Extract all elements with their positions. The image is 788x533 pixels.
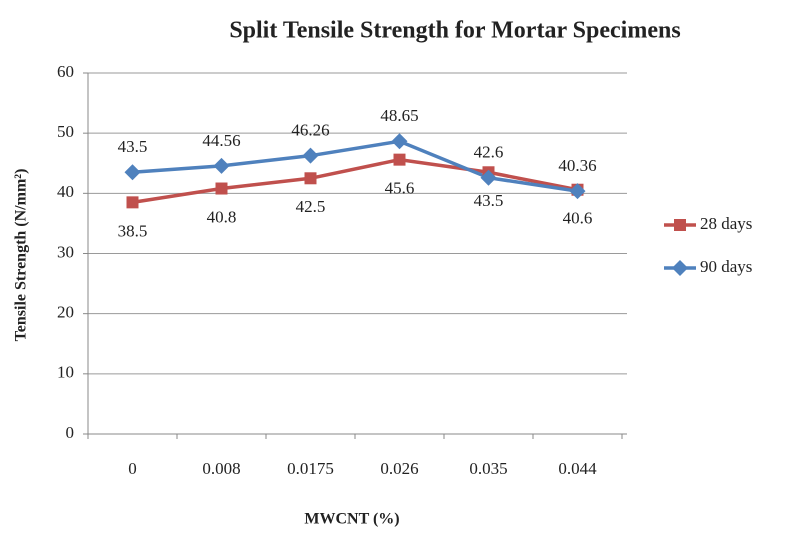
x-axis-title: MWCNT (%) [304, 511, 399, 528]
data-point [569, 183, 586, 200]
y-tick-label: 0 [66, 423, 75, 442]
y-tick-label: 40 [57, 182, 74, 201]
x-tick-label: 0.026 [380, 459, 418, 478]
y-tick-label: 10 [57, 363, 74, 382]
data-point [480, 169, 497, 186]
chart-title: Split Tensile Strength for Mortar Specim… [229, 18, 680, 44]
y-tick-label: 60 [57, 62, 74, 81]
data-point [304, 172, 317, 185]
data-label: 43.5 [474, 191, 504, 210]
legend-label: 90 days [700, 257, 752, 276]
data-label: 38.5 [118, 221, 148, 240]
legend-label: 28 days [700, 214, 752, 233]
data-point [215, 182, 228, 195]
data-label: 40.6 [563, 209, 593, 228]
data-point [393, 153, 406, 166]
data-point [124, 164, 141, 181]
x-tick-label: 0 [128, 459, 137, 478]
data-point [391, 133, 408, 150]
data-label: 40.36 [558, 156, 596, 175]
x-tick-label: 0.035 [469, 459, 507, 478]
y-tick-label: 50 [57, 122, 74, 141]
data-label: 44.56 [202, 131, 240, 150]
data-label: 46.26 [291, 121, 329, 140]
data-label: 45.6 [385, 179, 415, 198]
data-label: 42.5 [296, 197, 326, 216]
data-point [126, 196, 139, 209]
x-tick-label: 0.008 [202, 459, 240, 478]
data-point [302, 147, 319, 164]
legend-marker [672, 260, 688, 276]
series-line [132, 157, 578, 205]
data-label: 48.65 [380, 106, 418, 125]
x-tick-label: 0.0175 [287, 459, 334, 478]
y-axis-title: Tensile Strength (N/mm²) [13, 169, 30, 342]
data-label: 42.6 [474, 143, 504, 162]
x-tick-label: 0.044 [558, 459, 597, 478]
legend-marker [674, 219, 686, 231]
y-tick-label: 30 [57, 242, 74, 261]
data-label: 40.8 [207, 207, 237, 226]
series-line [132, 139, 578, 193]
data-label: 43.5 [118, 137, 148, 156]
y-tick-label: 20 [57, 303, 74, 322]
data-point [213, 157, 230, 174]
